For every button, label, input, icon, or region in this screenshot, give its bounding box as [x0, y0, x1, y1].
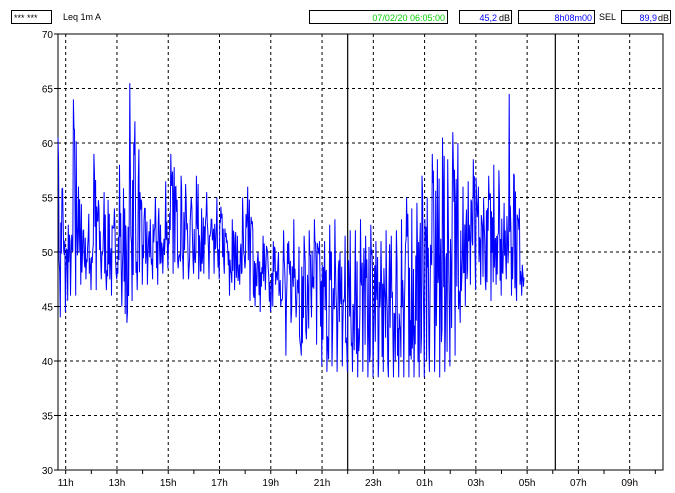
y-tick-label: 60 — [42, 139, 54, 150]
x-tick-label: 03h — [468, 478, 485, 489]
y-tick-label: 55 — [42, 194, 54, 205]
noise-level-series — [58, 83, 524, 377]
y-tick-label: 45 — [42, 303, 54, 314]
y-tick-label: 70 — [42, 30, 54, 41]
x-tick-label: 13h — [109, 478, 126, 489]
x-tick-label: 11h — [58, 478, 74, 489]
x-tick-label: 21h — [314, 478, 331, 489]
x-tick-label: 15h — [160, 478, 177, 489]
y-tick-label: 65 — [42, 85, 54, 96]
x-tick-label: 23h — [365, 478, 382, 489]
x-tick-label: 05h — [519, 478, 536, 489]
x-tick-label: 19h — [262, 478, 279, 489]
x-tick-label: 17h — [211, 478, 228, 489]
y-tick-label: 30 — [42, 466, 54, 477]
y-tick-label: 40 — [42, 357, 54, 368]
x-tick-label: 07h — [570, 478, 587, 489]
x-tick-label: 01h — [416, 478, 433, 489]
y-tick-label: 35 — [42, 412, 54, 423]
axis-layer: 30 35 40 45 50 55 60 65 70 11h 13h 15h 17h 19h 21h 23h 0… — [42, 30, 655, 489]
y-tick-label: 50 — [42, 248, 54, 259]
series-layer — [58, 83, 524, 377]
x-tick-label: 09h — [621, 478, 638, 489]
